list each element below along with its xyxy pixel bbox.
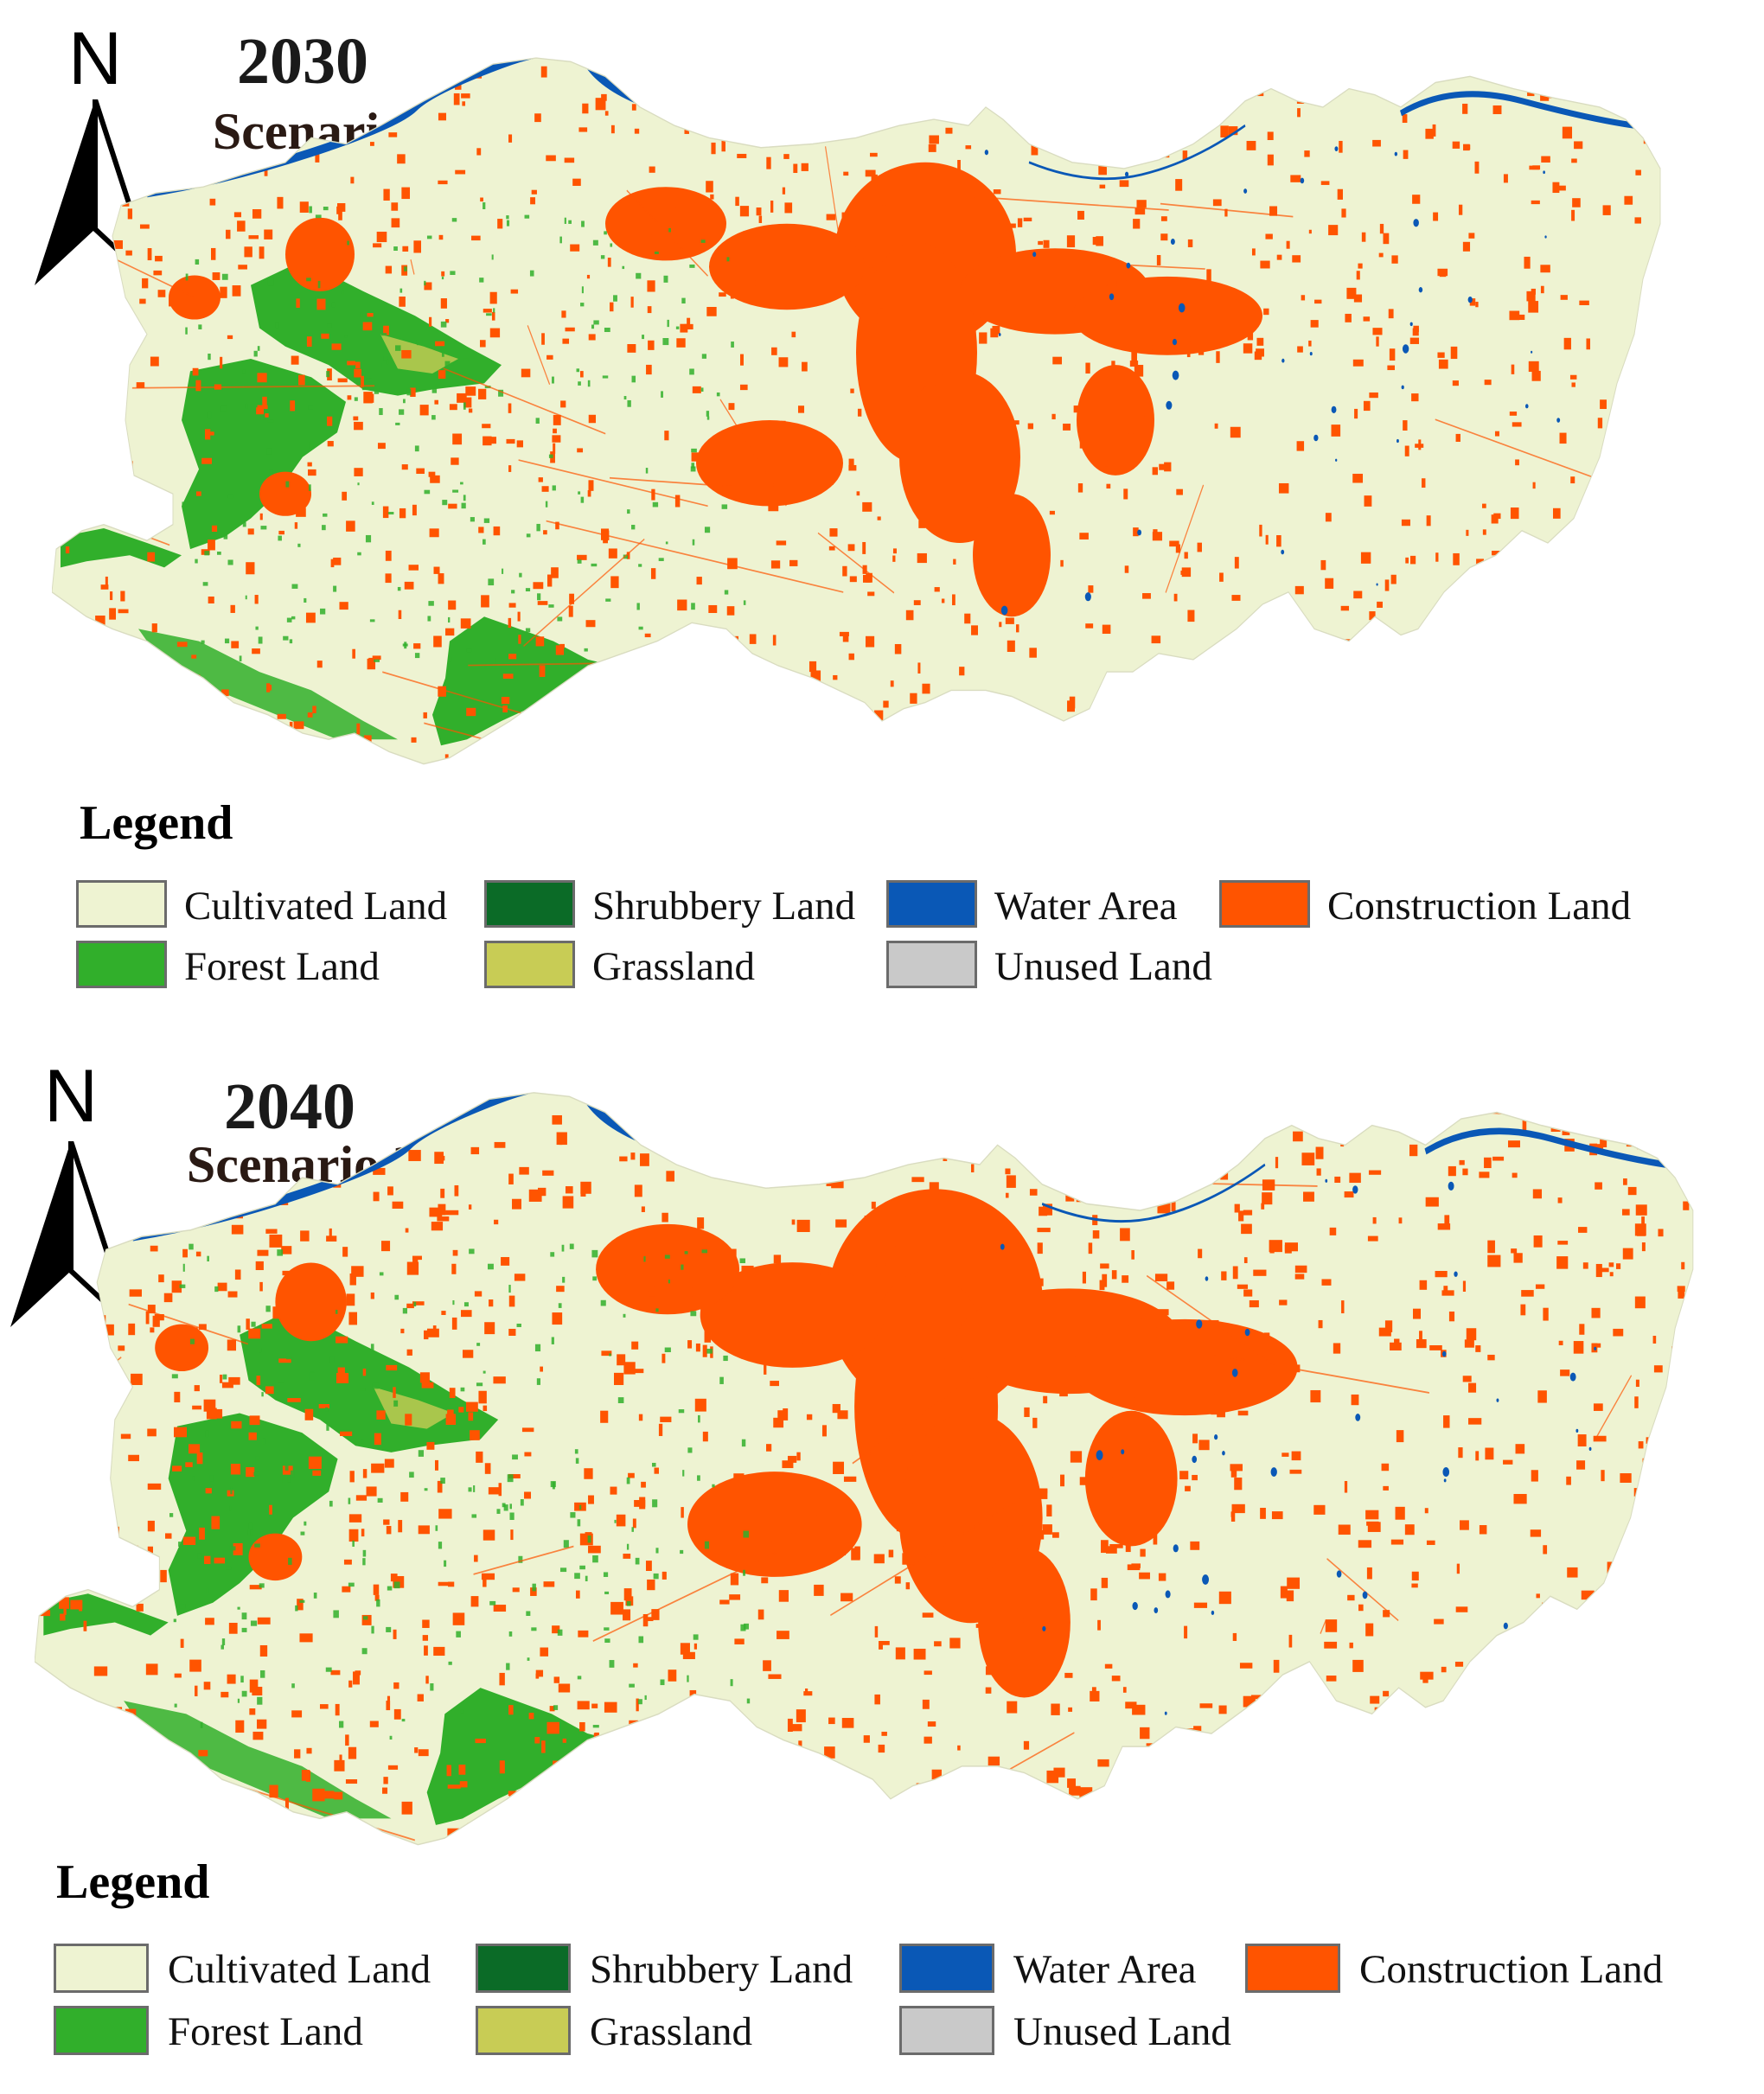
map-year: 2040 [224, 1070, 355, 1143]
legend-title: Legend [80, 796, 233, 850]
legend-label: Shrubbery Land [592, 884, 856, 929]
legend-swatch [899, 1944, 994, 1993]
legend-swatch [54, 2006, 149, 2055]
legend-swatch [484, 880, 575, 928]
legend-label: Unused Land [1013, 2009, 1231, 2054]
legend-title: Legend [56, 1855, 210, 1909]
legend-swatch [54, 1944, 149, 1993]
land-use-map-2030 [51, 35, 1721, 830]
legend-label: Construction Land [1327, 884, 1632, 929]
legend-swatch [484, 941, 575, 988]
legend-label: Shrubbery Land [590, 1947, 853, 1992]
legend-label: Grassland [590, 2009, 752, 2054]
legend-swatch [476, 2006, 571, 2055]
legend-label: Unused Land [994, 944, 1212, 989]
legend-label: Construction Land [1359, 1947, 1664, 1992]
legend-label: Grassland [592, 944, 755, 989]
north-label: N [67, 17, 123, 100]
legend-label: Cultivated Land [168, 1947, 431, 1992]
legend-swatch [1219, 880, 1310, 928]
map-year: 2030 [237, 25, 368, 98]
map-panel-2030: N 2030 Scenario 3 Legend Cultivated Land… [0, 0, 1764, 1037]
legend-swatch [899, 2006, 994, 2055]
legend-swatch [1245, 1944, 1340, 1993]
legend-swatch [886, 941, 977, 988]
land-use-map-2040 [34, 1068, 1755, 1915]
north-label: N [43, 1055, 99, 1138]
legend-swatch [76, 880, 167, 928]
legend-swatch [886, 880, 977, 928]
legend-label: Water Area [1013, 1947, 1197, 1992]
legend-swatch [76, 941, 167, 988]
map-panel-2040: N 2040 Scenario 3 Legend Cultivated Land… [0, 1050, 1764, 2088]
legend-label: Water Area [994, 884, 1178, 929]
legend-swatch [476, 1944, 571, 1993]
land-use-map-2030-graphic [51, 57, 1661, 765]
legend-label: Cultivated Land [184, 884, 448, 929]
land-use-map-2040-graphic [34, 1092, 1694, 1846]
legend-label: Forest Land [184, 944, 380, 989]
legend-label: Forest Land [168, 2009, 363, 2054]
